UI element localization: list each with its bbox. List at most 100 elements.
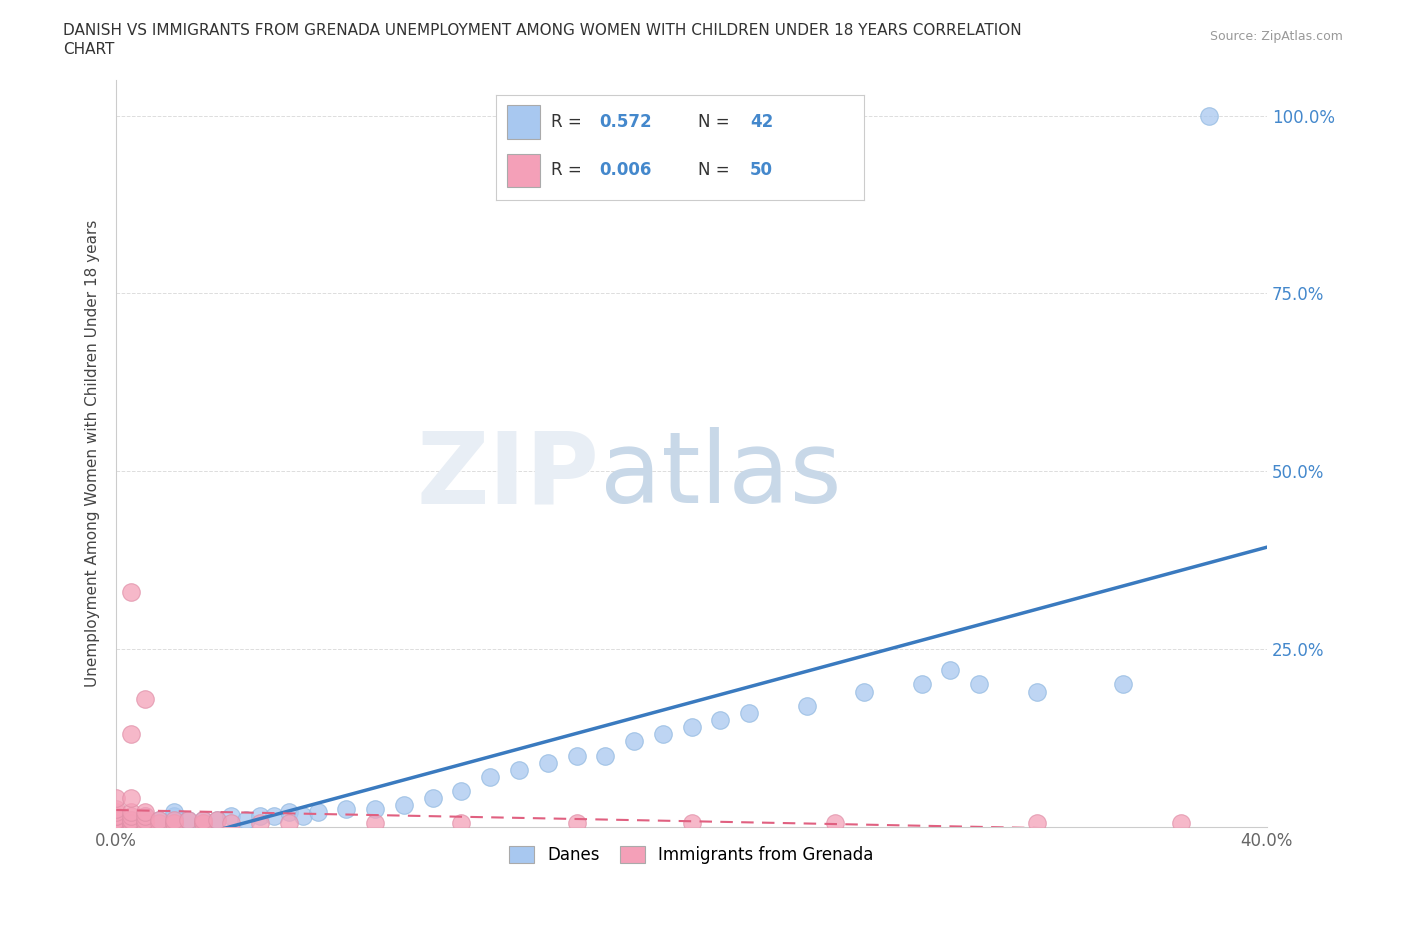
Point [163,816,186,830]
Point [105,802,128,817]
Point [249,808,271,823]
Point [105,819,128,834]
Point [364,816,387,830]
Point [221,808,243,823]
Point [508,763,530,777]
Point [177,812,200,827]
Point [105,819,128,834]
Point [191,812,214,827]
Point [263,808,285,823]
Text: ZIP: ZIP [416,427,599,525]
Point [824,816,846,830]
Point [1025,684,1047,699]
Point [105,812,128,827]
Point [853,684,876,699]
Point [565,748,588,763]
Point [479,769,502,784]
Point [177,812,200,827]
Point [1170,816,1192,830]
Point [277,805,299,820]
Point [134,808,156,823]
Point [450,784,472,799]
Point [939,663,962,678]
Point [450,816,472,830]
Point [120,816,142,830]
Point [235,812,257,827]
Text: DANISH VS IMMIGRANTS FROM GRENADA UNEMPLOYMENT AMONG WOMEN WITH CHILDREN UNDER 1: DANISH VS IMMIGRANTS FROM GRENADA UNEMPL… [63,23,1022,38]
Point [191,812,214,827]
Point [134,812,156,827]
Point [120,819,142,834]
Point [595,748,617,763]
Point [1112,677,1135,692]
Point [191,816,214,830]
Point [120,790,142,805]
Point [105,816,128,830]
Point [335,802,357,817]
Point [221,816,243,830]
Point [163,808,186,823]
Y-axis label: Unemployment Among Women with Children Under 18 years: Unemployment Among Women with Children U… [86,219,100,687]
Point [392,798,415,813]
Point [134,691,156,706]
Point [120,816,142,830]
Point [105,812,128,827]
Point [105,819,128,834]
Point [105,812,128,827]
Point [191,816,214,830]
Text: atlas: atlas [599,427,841,525]
Point [120,805,142,820]
Point [163,812,186,827]
Point [105,819,128,834]
Point [292,808,315,823]
Point [1198,108,1220,123]
Point [105,790,128,805]
Point [148,816,170,830]
Point [967,677,990,692]
Point [364,802,387,817]
Point [1025,816,1047,830]
Point [120,812,142,827]
Point [796,698,818,713]
Point [120,816,142,830]
Point [738,706,761,721]
Point [163,805,186,820]
Point [163,812,186,827]
Point [105,805,128,820]
Point [911,677,934,692]
Point [205,812,228,827]
Point [623,734,645,749]
Point [205,812,228,827]
Legend: Danes, Immigrants from Grenada: Danes, Immigrants from Grenada [503,839,880,870]
Point [565,816,588,830]
Point [120,808,142,823]
Point [120,816,142,830]
Point [134,808,156,823]
Point [120,585,142,600]
Point [134,816,156,830]
Point [120,812,142,827]
Point [148,812,170,827]
Point [422,790,444,805]
Point [681,816,703,830]
Point [681,720,703,735]
Point [537,755,560,770]
Point [709,712,731,727]
Text: CHART: CHART [63,42,115,57]
Point [307,805,329,820]
Point [134,816,156,830]
Point [134,805,156,820]
Point [277,816,299,830]
Point [163,816,186,830]
Point [249,816,271,830]
Point [105,819,128,834]
Point [105,819,128,834]
Point [651,727,673,742]
Point [134,816,156,830]
Point [105,816,128,830]
Text: Source: ZipAtlas.com: Source: ZipAtlas.com [1209,30,1343,43]
Point [105,808,128,823]
Point [148,812,170,827]
Point [120,727,142,742]
Point [134,812,156,827]
